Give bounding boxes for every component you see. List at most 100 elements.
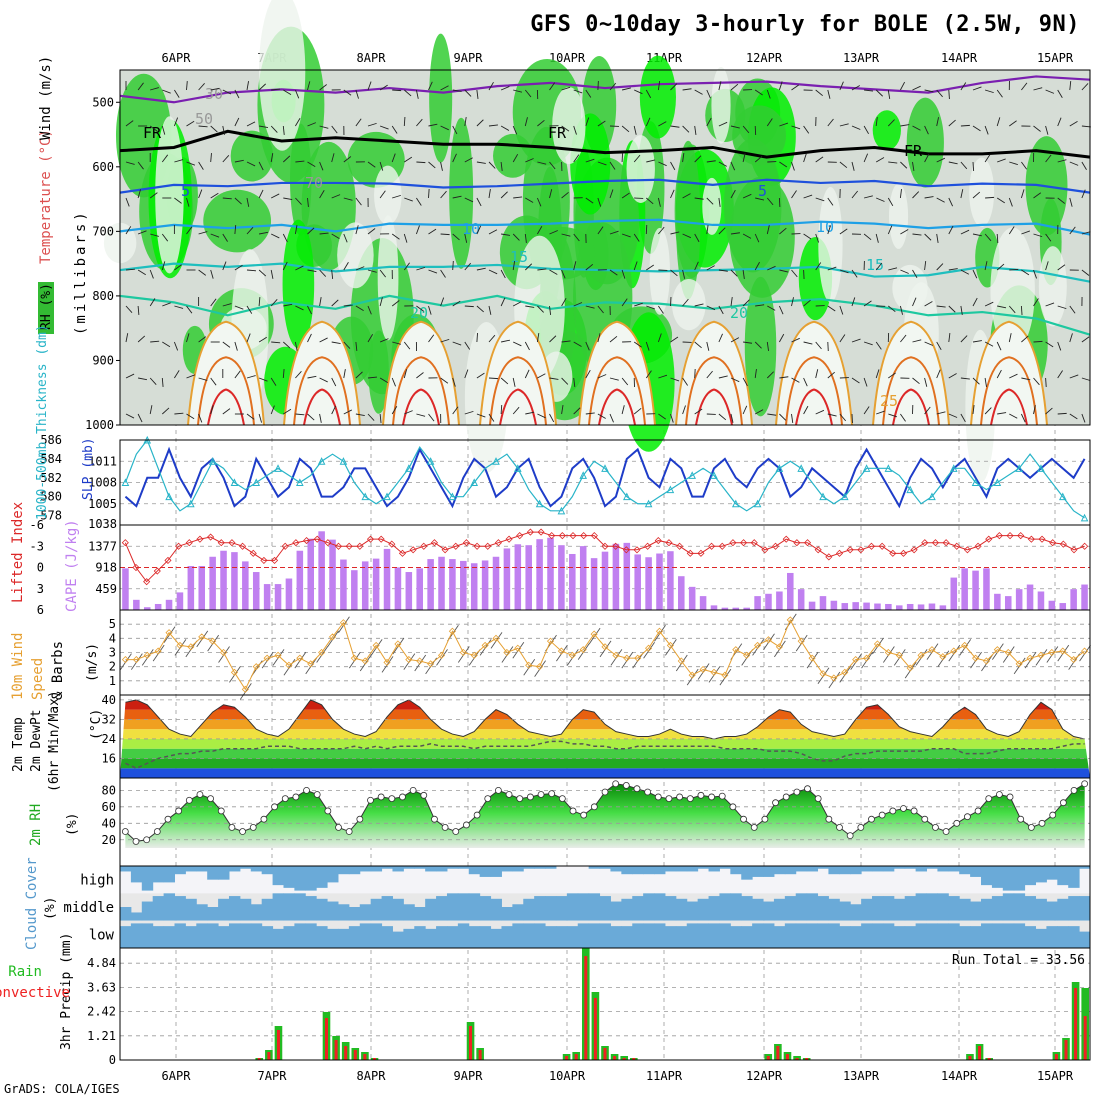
rh-dry-patch (337, 222, 374, 289)
wind-speed-point (318, 648, 326, 657)
wind-barb (996, 341, 1002, 351)
wind-speed-point (950, 647, 958, 655)
rh-point (782, 793, 790, 801)
cloud-cover-cell (446, 866, 459, 869)
cloud-cover-cell (250, 866, 263, 872)
lifted-index-point (771, 542, 780, 550)
wind-barb (742, 193, 752, 199)
thickness-line (124, 446, 1086, 509)
wind-barb (198, 413, 203, 423)
slp-point (513, 464, 522, 472)
wind-barb (779, 413, 787, 421)
cloud-cover-cell (708, 923, 720, 948)
wind-barb (888, 305, 896, 313)
wind-barb (476, 413, 486, 418)
wind-barb (1057, 159, 1067, 163)
wind-barb (379, 84, 388, 91)
precip-convective-bar (565, 1056, 569, 1060)
warm-dome-35 (499, 388, 537, 426)
precip-convective-bar (469, 1026, 473, 1060)
wind-barb (416, 161, 426, 164)
cape-bar (329, 539, 336, 610)
wind-barb (391, 406, 398, 415)
wind-barb (646, 305, 655, 310)
cloud-cover-cell (403, 866, 415, 869)
cloud-cover-cell (643, 923, 655, 948)
wind-barb (319, 84, 327, 91)
cloud-cover-cell (555, 896, 568, 921)
wind-speed-point (437, 651, 446, 659)
wind-barb (403, 369, 408, 379)
wind-barb (501, 339, 510, 343)
wind-barb (331, 377, 337, 387)
wind-speed-point (536, 663, 544, 671)
wind-speed-point (492, 634, 500, 642)
rh-patch (732, 105, 787, 166)
cape-bar (797, 589, 805, 610)
wind-barb (1069, 413, 1078, 420)
wind-speed-point (361, 657, 369, 665)
rh-point (121, 828, 129, 835)
wind-barb (379, 297, 383, 307)
rh-patch (906, 97, 944, 188)
rh-point (995, 791, 1003, 798)
wind-speed-point (928, 646, 936, 654)
wind-barb (888, 161, 898, 164)
wind-barb (234, 197, 242, 205)
rh-dry-patch (1038, 246, 1067, 327)
rh-point (569, 807, 577, 815)
rh-dry-patch (818, 187, 843, 303)
rh-tick-label: 80 (102, 783, 116, 797)
wind-barb (875, 262, 883, 271)
cloud-cover-cell (272, 866, 284, 886)
cape-bar (285, 578, 293, 610)
wind-barb (258, 296, 261, 307)
wind-barb (258, 377, 268, 382)
wind-barb (476, 119, 484, 127)
slp-point (1080, 513, 1089, 522)
wind-barb (1045, 154, 1052, 163)
wind-barb (730, 337, 740, 343)
cloud-cover-cell (1057, 866, 1069, 886)
wind-barb (307, 161, 316, 168)
wind-barb (174, 305, 184, 309)
wind-barb (984, 407, 992, 415)
cloud-cover-cell (392, 931, 404, 948)
contour-label: 20 (410, 304, 428, 322)
wind-barb (282, 368, 285, 379)
wind-barb (500, 125, 510, 131)
wind-barb (754, 261, 760, 271)
lifted-index-point (782, 535, 790, 543)
wind-barb (355, 413, 365, 417)
slp-point (252, 478, 261, 486)
wind-barb (1081, 377, 1091, 382)
cloud-cover-cell (174, 866, 186, 875)
cloud-cover-cell (294, 923, 306, 948)
wind-tick-label: 4 (109, 631, 116, 645)
wind-barb (573, 261, 577, 271)
rh-point (399, 793, 406, 801)
wind-barb (524, 263, 533, 271)
cloud-cover-cell (675, 898, 688, 921)
wind-barb (766, 197, 774, 206)
cape-bar (1059, 603, 1067, 610)
cape-bar (754, 596, 761, 610)
slp-point (840, 492, 849, 501)
cloud-cover-cell (850, 926, 862, 948)
rh-point (889, 807, 897, 815)
cloud-cover-cell (239, 923, 252, 948)
cloud-cover-cell (294, 866, 306, 891)
wind-barb (1069, 333, 1073, 343)
wind-barb (331, 341, 341, 345)
temp-band (120, 738, 1090, 749)
wind-barb (1045, 407, 1053, 415)
wind-barb (718, 197, 721, 207)
wind-speed-point (132, 656, 140, 664)
cloud-cover-cell (545, 896, 557, 921)
wind-barb (549, 269, 558, 275)
wind-barb (500, 161, 503, 171)
wind-speed-point (470, 651, 478, 659)
rh-patch (639, 55, 676, 139)
lifted-index-point (366, 535, 375, 543)
wind-barb (150, 87, 159, 91)
